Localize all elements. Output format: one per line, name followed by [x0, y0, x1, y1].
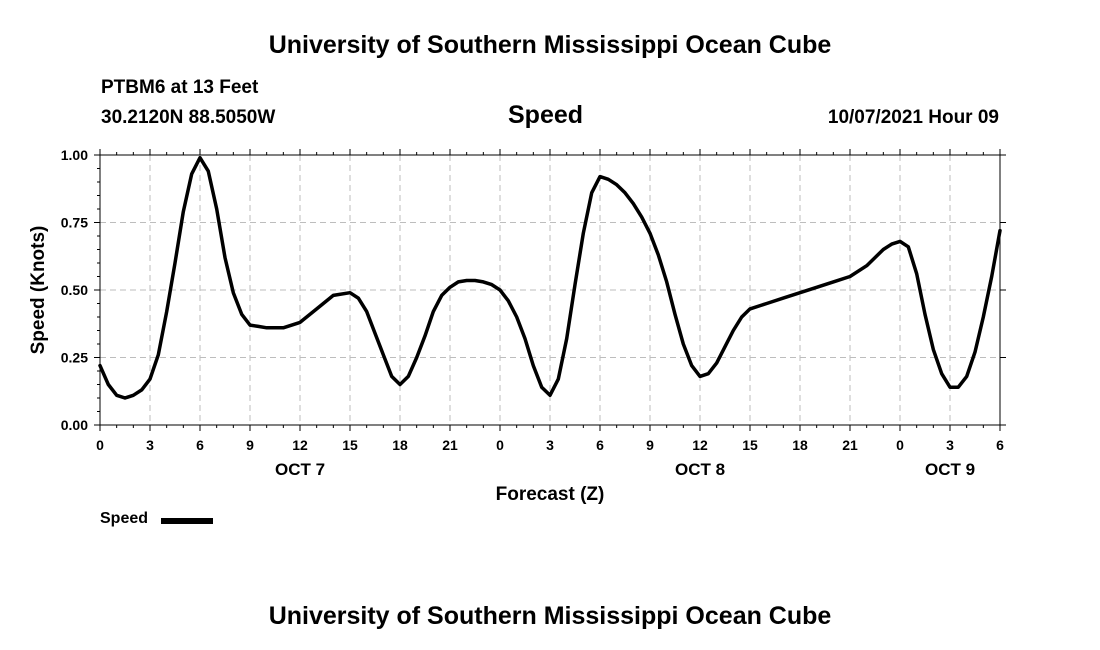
- x-tick-label: 0: [896, 437, 904, 453]
- date-label: OCT 7: [275, 460, 325, 479]
- x-tick-label: 15: [342, 437, 358, 453]
- x-axis-label: Forecast (Z): [496, 484, 605, 505]
- x-tick-label: 6: [196, 437, 204, 453]
- y-axis-label: Speed (Knots): [28, 226, 49, 355]
- x-tick-label: 3: [146, 437, 154, 453]
- date-label: OCT 9: [925, 460, 975, 479]
- legend-label: Speed: [100, 510, 149, 527]
- speed-series-line: [98, 155, 1002, 400]
- date-label: OCT 8: [675, 460, 725, 479]
- datetime-label: 10/07/2021 Hour 09: [827, 107, 999, 128]
- x-tick-label: 12: [292, 437, 308, 453]
- x-tick-label: 0: [96, 437, 104, 453]
- date-labels: OCT 7 OCT 8 OCT 9: [275, 460, 975, 479]
- x-tick-label: 9: [646, 437, 654, 453]
- x-tick-label: 18: [792, 437, 808, 453]
- station-label: PTBM6 at 13 Feet: [101, 77, 259, 98]
- chart-title: Speed: [508, 101, 584, 129]
- x-tick-label: 0: [496, 437, 504, 453]
- coordinates-label: 30.2120N 88.5050W: [101, 107, 276, 128]
- y-tick-label: 0.50: [61, 282, 88, 298]
- page-title: University of Southern Mississippi Ocean…: [268, 31, 832, 59]
- y-tick-label: 0.75: [61, 215, 88, 231]
- y-tick-label: 0.25: [61, 350, 88, 366]
- x-tick-label: 18: [392, 437, 408, 453]
- x-tick-label: 6: [996, 437, 1004, 453]
- y-axis: 0.00 0.25 0.50 0.75 1.00: [61, 147, 1006, 433]
- x-tick-label: 12: [692, 437, 708, 453]
- chart-grid: [100, 155, 1000, 425]
- x-tick-label: 6: [596, 437, 604, 453]
- legend-swatch: [161, 518, 213, 524]
- y-tick-label: 1.00: [61, 147, 88, 163]
- x-tick-label: 21: [842, 437, 858, 453]
- x-tick-label: 3: [546, 437, 554, 453]
- x-tick-label: 3: [946, 437, 954, 453]
- x-tick-label: 21: [442, 437, 458, 453]
- x-tick-label: 9: [246, 437, 254, 453]
- y-tick-label: 0.00: [61, 417, 88, 433]
- footer-title: University of Southern Mississippi Ocean…: [268, 602, 832, 630]
- x-axis: 0 3 6 9 12 15 18 21 0 3 6 9 12 15 18 21 0 3 6: [96, 149, 1004, 453]
- x-tick-label: 15: [742, 437, 758, 453]
